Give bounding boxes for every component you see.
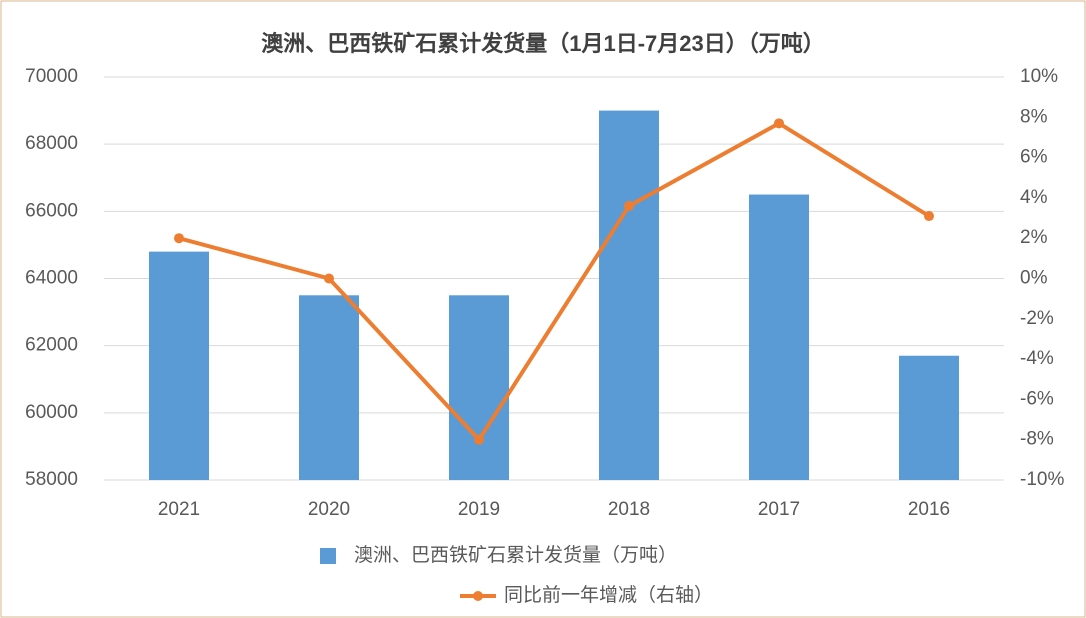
line-marker: [474, 434, 484, 445]
bar: [599, 110, 659, 480]
y2-tick-label: -8%: [1020, 429, 1054, 450]
y-tick-label: 70000: [25, 66, 78, 87]
y-tick-label: 64000: [25, 268, 78, 289]
y2-tick-label: 2%: [1020, 227, 1048, 248]
bar: [749, 194, 809, 480]
y2-tick-label: 4%: [1020, 187, 1048, 208]
line-marker: [174, 233, 184, 244]
y2-tick-label: 8%: [1020, 106, 1048, 127]
line-marker: [624, 200, 634, 211]
x-tick-label: 2016: [908, 499, 950, 520]
legend-swatch: [473, 591, 483, 601]
bar: [899, 355, 959, 480]
x-tick-label: 2017: [758, 499, 800, 520]
y-tick-label: 58000: [25, 469, 78, 490]
y-tick-label: 62000: [25, 335, 78, 356]
y-tick-label: 68000: [25, 133, 78, 154]
bar: [449, 295, 509, 480]
y-tick-label: 66000: [25, 200, 78, 221]
y2-tick-label: -4%: [1020, 348, 1054, 369]
bar: [149, 251, 209, 480]
y2-tick-label: 0%: [1020, 268, 1048, 289]
x-tick-label: 2020: [308, 499, 350, 520]
x-tick-label: 2021: [158, 499, 200, 520]
legend-label: 澳洲、巴西铁矿石累计发货量（万吨）: [354, 544, 677, 566]
chart-title: 澳洲、巴西铁矿石累计发货量（1月1日-7月23日）（万吨）: [261, 31, 825, 56]
legend-swatch: [320, 548, 336, 564]
y2-tick-label: -10%: [1020, 469, 1064, 490]
line-marker: [774, 118, 784, 129]
x-tick-label: 2018: [608, 499, 650, 520]
line: [178, 121, 931, 443]
y2-tick-label: -2%: [1020, 308, 1054, 329]
y2-tick-label: 10%: [1020, 66, 1058, 87]
line-marker: [324, 273, 334, 284]
legend-label: 同比前一年增减（右轴）: [504, 584, 713, 606]
bar: [299, 295, 359, 480]
x-tick-label: 2019: [458, 499, 500, 520]
y2-tick-label: -6%: [1020, 388, 1054, 409]
y-tick-label: 60000: [25, 402, 78, 423]
y2-tick-label: 6%: [1020, 147, 1048, 168]
line-marker: [924, 211, 934, 222]
